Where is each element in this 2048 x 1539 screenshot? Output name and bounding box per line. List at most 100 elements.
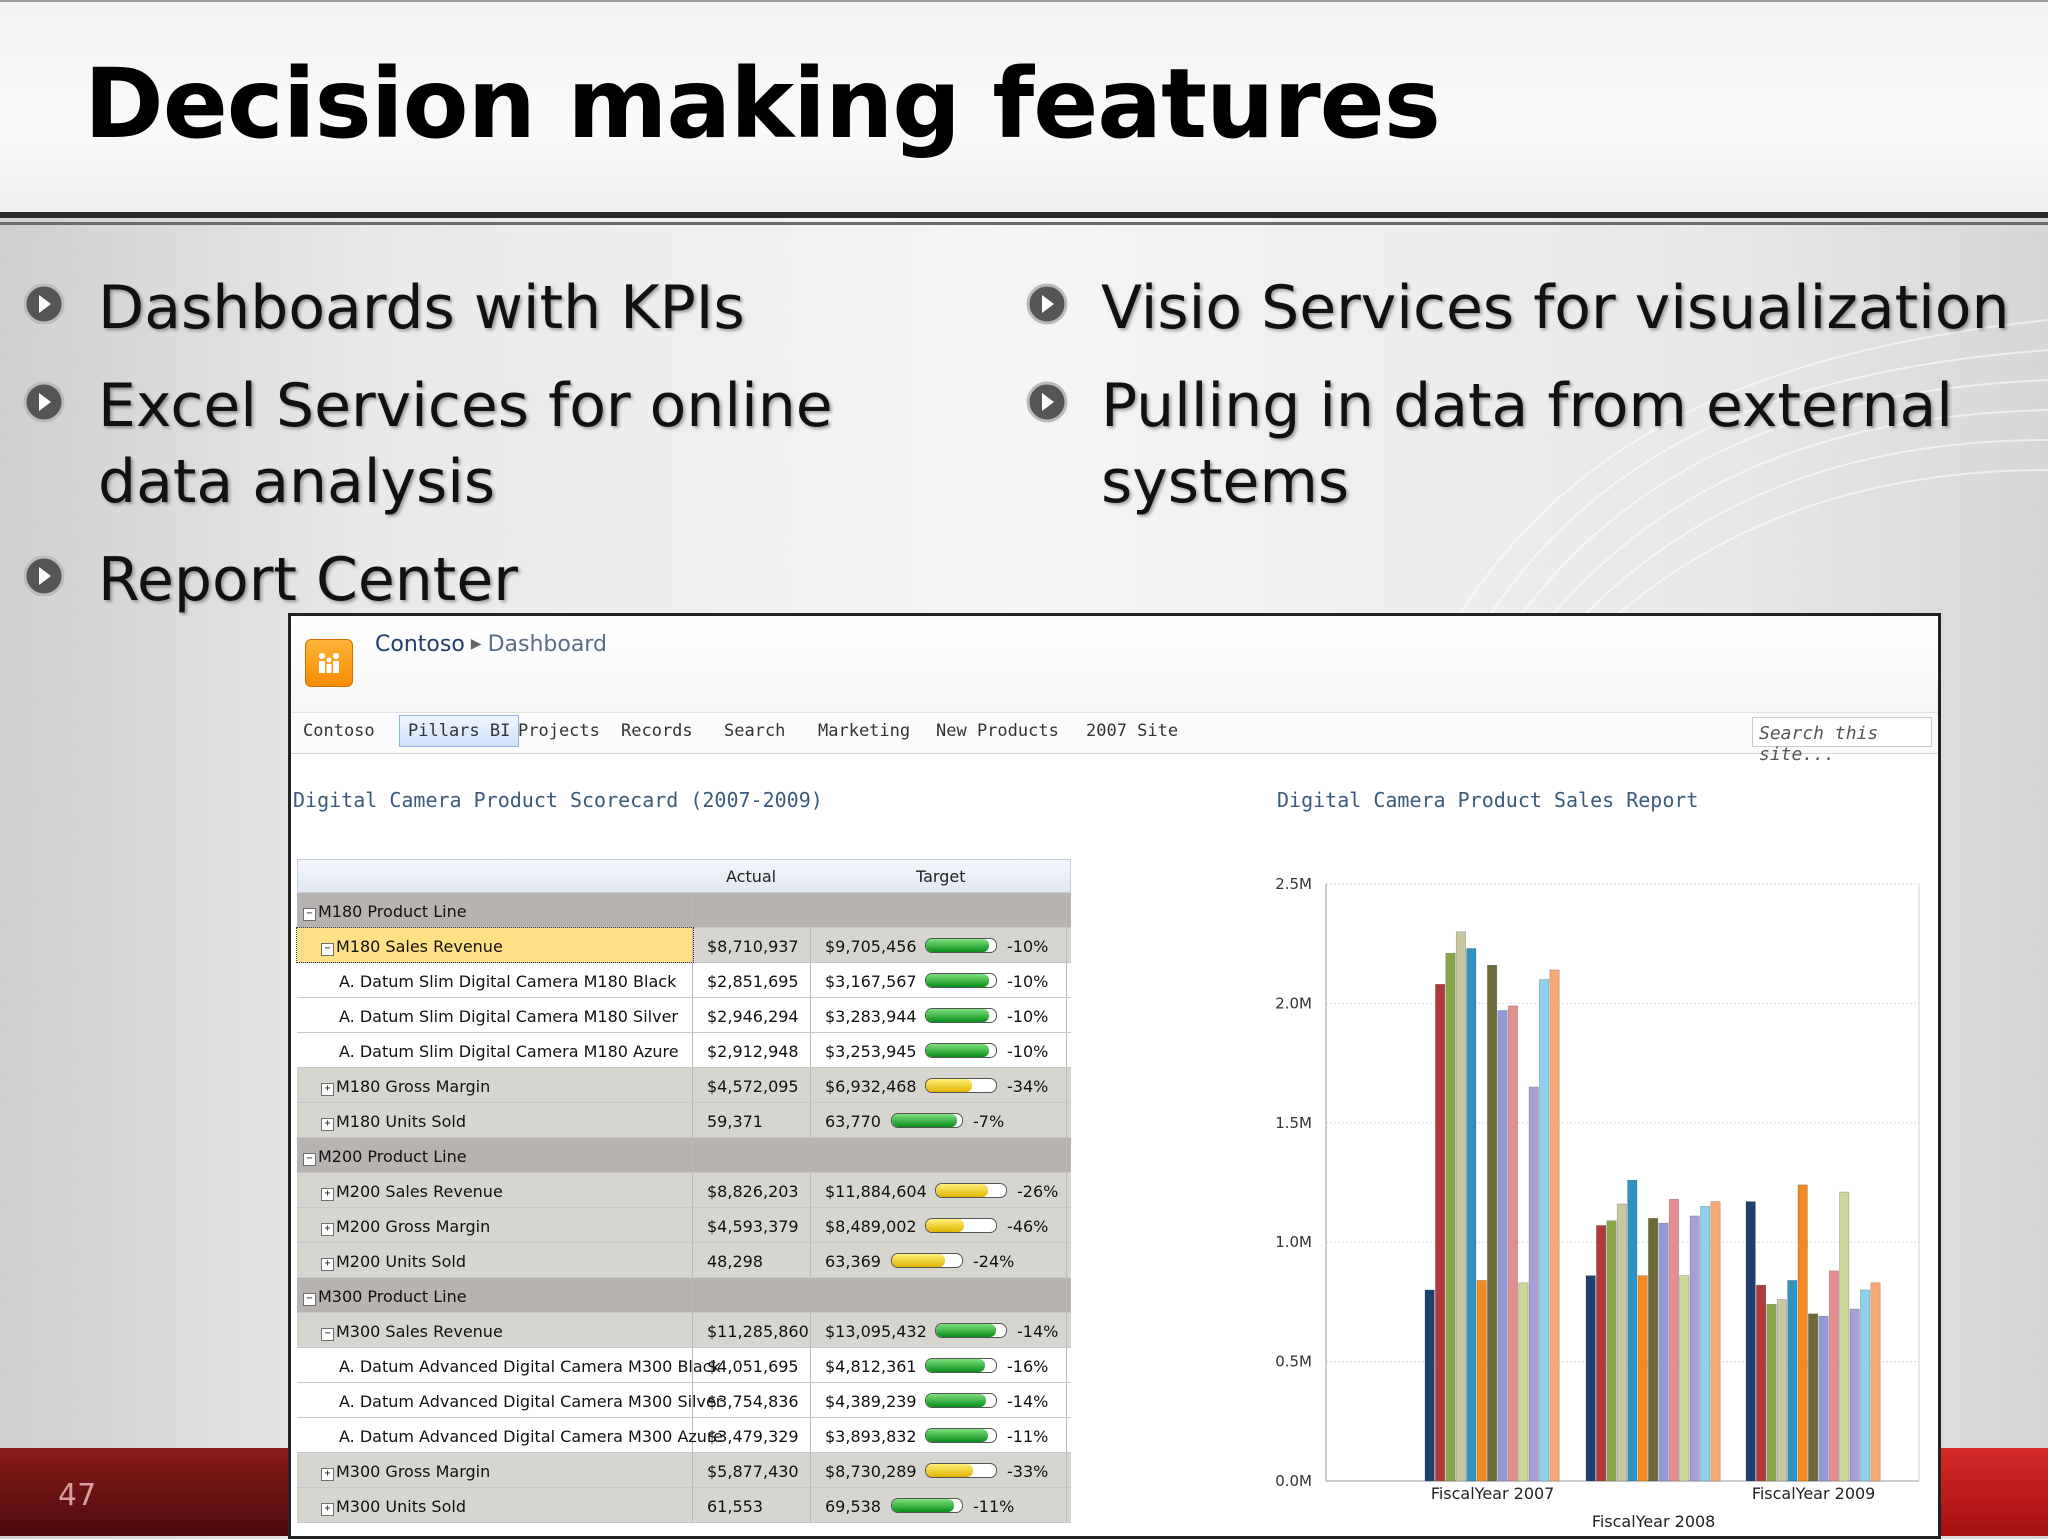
row-name: M180 Gross Margin — [336, 1077, 491, 1096]
kpi-fill — [926, 1394, 987, 1407]
variance-value: -10% — [1007, 1007, 1049, 1026]
scorecard-row[interactable]: − M300 Product Line — [297, 1278, 1071, 1313]
row-name-cell: + M200 Units Sold — [297, 1243, 693, 1277]
target-value: $4,389,239 — [825, 1392, 917, 1411]
kpi-fill — [926, 1429, 989, 1442]
scorecard-row[interactable]: A. Datum Slim Digital Camera M180 Black $… — [297, 963, 1071, 998]
scorecard-row[interactable]: A. Datum Advanced Digital Camera M300 Az… — [297, 1418, 1071, 1453]
bar — [1797, 1184, 1808, 1482]
site-logo-icon[interactable] — [305, 639, 353, 687]
y-tick-label: 2.0M — [1275, 994, 1312, 1012]
bar — [1476, 1280, 1487, 1482]
target-cell: $8,489,002 -46% — [811, 1208, 1067, 1242]
bullet-item: Pulling in data from external systems — [1025, 368, 2035, 520]
kpi-status-indicator — [925, 1078, 997, 1093]
scorecard-row[interactable]: + M180 Units Sold 59,371 63,770 -7% — [297, 1103, 1071, 1138]
row-name-cell: + M300 Units Sold — [297, 1488, 693, 1522]
kpi-status-indicator — [891, 1498, 963, 1513]
arrow-bullet-icon — [23, 283, 65, 325]
bar — [1776, 1299, 1787, 1482]
bar — [1668, 1198, 1679, 1482]
tab-marketing[interactable]: Marketing — [818, 721, 911, 741]
scorecard-row[interactable]: + M180 Gross Margin $4,572,095 $6,932,468 -3… — [297, 1068, 1071, 1103]
collapse-icon[interactable]: − — [303, 1293, 316, 1306]
scorecard-row[interactable]: + M200 Gross Margin $4,593,379 $8,489,002 -4… — [297, 1208, 1071, 1243]
scorecard-row[interactable]: − M180 Sales Revenue $8,710,937 $9,705,456 -… — [296, 927, 1071, 963]
collapse-icon[interactable]: − — [321, 943, 334, 956]
row-label: A. Datum Advanced Digital Camera M300 Bl… — [339, 1357, 721, 1376]
scorecard-row[interactable]: − M200 Product Line — [297, 1138, 1071, 1173]
collapse-icon[interactable]: − — [321, 1328, 334, 1341]
kpi-fill — [926, 1009, 989, 1022]
scorecard-row[interactable]: A. Datum Advanced Digital Camera M300 Bl… — [297, 1348, 1071, 1383]
x-tick-label: FiscalYear 2009 — [1752, 1484, 1876, 1503]
variance-value: -33% — [1007, 1462, 1049, 1481]
tab-records[interactable]: Records — [621, 721, 693, 741]
scorecard-row[interactable]: − M300 Sales Revenue $11,285,860 $13,095,43… — [297, 1313, 1071, 1348]
expand-icon[interactable]: + — [321, 1223, 334, 1236]
bar — [1455, 931, 1466, 1482]
tab-search[interactable]: Search — [724, 721, 786, 741]
tab-2007-site[interactable]: 2007 Site — [1086, 721, 1179, 741]
target-cell: $3,167,567 -10% — [811, 963, 1067, 997]
kpi-status-indicator — [925, 1008, 997, 1023]
tab-projects[interactable]: Projects — [518, 721, 600, 741]
scorecard-row[interactable]: + M200 Units Sold 48,298 63,369 -24% — [297, 1243, 1071, 1278]
bar — [1637, 1275, 1648, 1482]
kpi-fill — [892, 1254, 946, 1267]
scorecard-row[interactable]: A. Datum Slim Digital Camera M180 Silver… — [297, 998, 1071, 1033]
expand-icon[interactable]: + — [321, 1468, 334, 1481]
expand-icon[interactable]: + — [321, 1083, 334, 1096]
target-cell — [811, 1278, 1067, 1312]
row-label: + M180 Gross Margin — [321, 1077, 490, 1096]
row-label: A. Datum Slim Digital Camera M180 Azure — [339, 1042, 679, 1061]
row-name: M200 Sales Revenue — [336, 1182, 503, 1201]
row-name-cell: A. Datum Advanced Digital Camera M300 Bl… — [297, 1348, 721, 1382]
breadcrumb-link-contoso[interactable]: Contoso — [375, 632, 465, 657]
collapse-icon[interactable]: − — [303, 1153, 316, 1166]
bar — [1539, 979, 1550, 1482]
collapse-icon[interactable]: − — [303, 908, 316, 921]
row-name-cell: − M180 Product Line — [297, 893, 693, 927]
actual-value: $4,572,095 — [707, 1077, 799, 1096]
actual-cell: 48,298 — [693, 1243, 811, 1277]
search-input[interactable]: Search this site... — [1752, 717, 1932, 765]
actual-value: $8,710,937 — [707, 937, 799, 956]
expand-icon[interactable]: + — [321, 1258, 334, 1271]
kpi-fill — [936, 1184, 988, 1197]
bar — [1487, 964, 1498, 1482]
bar — [1710, 1201, 1721, 1482]
bar — [1818, 1315, 1829, 1482]
bullet-list-left: Dashboards with KPIs Excel Services for … — [22, 270, 982, 640]
scorecard-row[interactable]: + M300 Units Sold 61,553 69,538 -11% — [297, 1488, 1071, 1523]
row-name: M300 Units Sold — [336, 1497, 466, 1516]
row-name: M300 Product Line — [318, 1287, 467, 1306]
bullet-text: Visio Services for visualization — [1101, 273, 2010, 343]
dashboard-screenshot: Contoso ▶ Dashboard Contoso Pillars BI Pro… — [288, 613, 1941, 1539]
expand-icon[interactable]: + — [321, 1503, 334, 1516]
row-name-cell: + M180 Gross Margin — [297, 1068, 693, 1102]
scorecard-row[interactable]: − M180 Product Line — [297, 893, 1071, 928]
bar — [1585, 1275, 1596, 1482]
actual-cell — [693, 1138, 811, 1172]
tab-contoso[interactable]: Contoso — [303, 721, 375, 741]
actual-cell: $2,946,294 — [693, 998, 811, 1032]
tab-pillars-bi[interactable]: Pillars BI — [399, 715, 520, 747]
actual-cell: $5,877,430 — [693, 1453, 811, 1487]
row-name: A. Datum Slim Digital Camera M180 Azure — [339, 1042, 679, 1061]
scorecard-row[interactable]: + M200 Sales Revenue $8,826,203 $11,884,604… — [297, 1173, 1071, 1208]
actual-value: 59,371 — [707, 1112, 763, 1131]
expand-icon[interactable]: + — [321, 1118, 334, 1131]
arrow-bullet-icon — [23, 555, 65, 597]
kpi-status-indicator — [925, 1428, 997, 1443]
expand-icon[interactable]: + — [321, 1188, 334, 1201]
variance-value: -46% — [1007, 1217, 1049, 1236]
row-name-cell: + M180 Units Sold — [297, 1103, 693, 1137]
scorecard-row[interactable]: + M300 Gross Margin $5,877,430 $8,730,289 -3… — [297, 1453, 1071, 1488]
scorecard-row[interactable]: A. Datum Advanced Digital Camera M300 Si… — [297, 1383, 1071, 1418]
scorecard-row[interactable]: A. Datum Slim Digital Camera M180 Azure $… — [297, 1033, 1071, 1068]
arrow-bullet-icon — [23, 381, 65, 423]
tab-new-products[interactable]: New Products — [936, 721, 1059, 741]
variance-value: -7% — [973, 1112, 1005, 1131]
title-band — [0, 0, 2048, 214]
